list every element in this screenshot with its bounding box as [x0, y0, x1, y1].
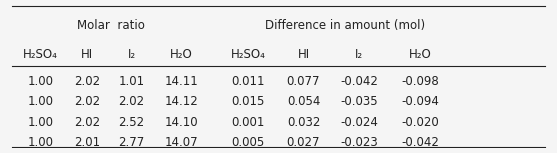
Text: 2.01: 2.01 — [74, 136, 100, 149]
Text: H₂O: H₂O — [170, 48, 193, 61]
Text: 14.11: 14.11 — [165, 75, 198, 88]
Text: -0.035: -0.035 — [340, 95, 378, 108]
Text: 1.00: 1.00 — [27, 116, 53, 129]
Text: 14.10: 14.10 — [165, 116, 198, 129]
Text: 2.02: 2.02 — [74, 116, 100, 129]
Text: 1.00: 1.00 — [27, 136, 53, 149]
Text: 14.07: 14.07 — [165, 136, 198, 149]
Text: I₂: I₂ — [128, 48, 136, 61]
Text: -0.020: -0.020 — [401, 116, 439, 129]
Text: 0.001: 0.001 — [231, 116, 265, 129]
Text: 14.12: 14.12 — [165, 95, 198, 108]
Text: 0.011: 0.011 — [231, 75, 265, 88]
Text: HI: HI — [297, 48, 310, 61]
Text: -0.042: -0.042 — [401, 136, 439, 149]
Text: 1.00: 1.00 — [27, 95, 53, 108]
Text: 0.015: 0.015 — [231, 95, 265, 108]
Text: -0.024: -0.024 — [340, 116, 378, 129]
Text: Molar  ratio: Molar ratio — [77, 19, 145, 32]
Text: HI: HI — [81, 48, 94, 61]
Text: 0.027: 0.027 — [287, 136, 320, 149]
Text: 0.054: 0.054 — [287, 95, 320, 108]
Text: Difference in amount (mol): Difference in amount (mol) — [265, 19, 425, 32]
Text: H₂SO₄: H₂SO₄ — [231, 48, 266, 61]
Text: -0.098: -0.098 — [401, 75, 439, 88]
Text: 0.077: 0.077 — [287, 75, 320, 88]
Text: -0.094: -0.094 — [401, 95, 439, 108]
Text: H₂O: H₂O — [408, 48, 431, 61]
Text: -0.023: -0.023 — [340, 136, 378, 149]
Text: I₂: I₂ — [355, 48, 363, 61]
Text: 2.02: 2.02 — [119, 95, 145, 108]
Text: 1.00: 1.00 — [27, 75, 53, 88]
Text: 2.02: 2.02 — [74, 75, 100, 88]
Text: 2.77: 2.77 — [119, 136, 145, 149]
Text: H₂SO₄: H₂SO₄ — [23, 48, 57, 61]
Text: 1.01: 1.01 — [119, 75, 145, 88]
Text: 2.52: 2.52 — [119, 116, 145, 129]
Text: -0.042: -0.042 — [340, 75, 378, 88]
Text: 2.02: 2.02 — [74, 95, 100, 108]
Text: 0.032: 0.032 — [287, 116, 320, 129]
Text: 0.005: 0.005 — [231, 136, 265, 149]
